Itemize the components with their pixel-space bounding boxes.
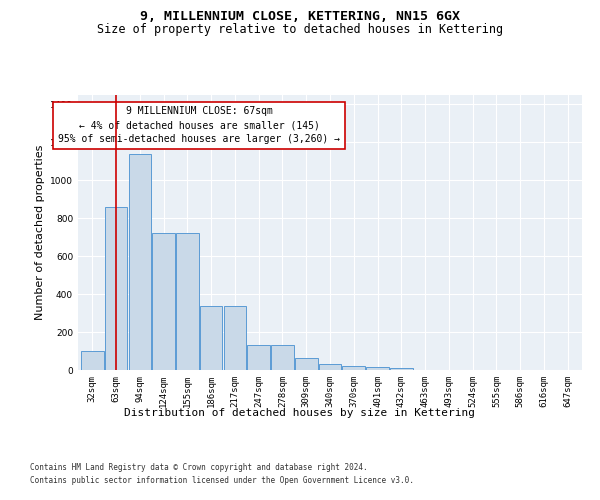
Bar	[152, 232, 175, 370]
Bar	[224, 306, 246, 370]
Text: Contains HM Land Registry data © Crown copyright and database right 2024.: Contains HM Land Registry data © Crown c…	[30, 462, 368, 471]
Bar	[366, 367, 389, 370]
Text: 9, MILLENNIUM CLOSE, KETTERING, NN15 6GX: 9, MILLENNIUM CLOSE, KETTERING, NN15 6GX	[140, 10, 460, 23]
Text: Size of property relative to detached houses in Kettering: Size of property relative to detached ho…	[97, 22, 503, 36]
Bar	[247, 346, 270, 370]
Bar	[105, 207, 127, 370]
Bar	[81, 351, 104, 370]
Bar	[271, 346, 294, 370]
Bar	[319, 364, 341, 370]
Bar	[390, 368, 413, 370]
Text: Distribution of detached houses by size in Kettering: Distribution of detached houses by size …	[125, 408, 476, 418]
Bar	[176, 232, 199, 370]
Bar	[200, 306, 223, 370]
Bar	[128, 154, 151, 370]
Text: Contains public sector information licensed under the Open Government Licence v3: Contains public sector information licen…	[30, 476, 414, 485]
Y-axis label: Number of detached properties: Number of detached properties	[35, 145, 44, 320]
Text: 9 MILLENNIUM CLOSE: 67sqm
← 4% of detached houses are smaller (145)
95% of semi-: 9 MILLENNIUM CLOSE: 67sqm ← 4% of detach…	[58, 106, 340, 144]
Bar	[295, 358, 317, 370]
Bar	[343, 366, 365, 370]
